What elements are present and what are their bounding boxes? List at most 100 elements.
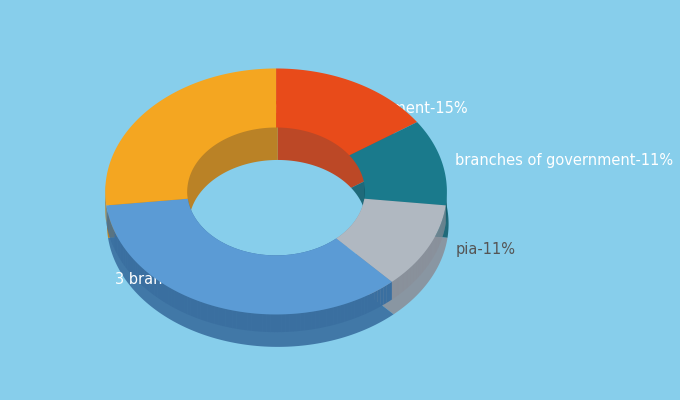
Polygon shape	[163, 284, 166, 303]
Polygon shape	[330, 241, 332, 260]
Polygon shape	[389, 282, 392, 302]
Polygon shape	[275, 256, 277, 273]
PathPatch shape	[107, 101, 277, 238]
Polygon shape	[337, 305, 341, 324]
Polygon shape	[242, 251, 244, 269]
Polygon shape	[150, 274, 152, 294]
Polygon shape	[207, 232, 209, 251]
Polygon shape	[294, 254, 296, 272]
Polygon shape	[198, 222, 199, 240]
Polygon shape	[311, 250, 313, 268]
Polygon shape	[299, 253, 301, 271]
Polygon shape	[201, 302, 204, 321]
Polygon shape	[364, 295, 368, 314]
Polygon shape	[225, 244, 226, 262]
Polygon shape	[224, 243, 225, 262]
Polygon shape	[271, 314, 274, 332]
Polygon shape	[259, 314, 262, 332]
Polygon shape	[323, 309, 326, 328]
Polygon shape	[115, 232, 116, 252]
Polygon shape	[316, 310, 319, 329]
Polygon shape	[274, 314, 278, 332]
Polygon shape	[330, 307, 334, 326]
Polygon shape	[122, 245, 124, 265]
Polygon shape	[147, 272, 150, 292]
Text: sss-26%: sss-26%	[149, 122, 209, 137]
Polygon shape	[110, 222, 112, 242]
Polygon shape	[195, 218, 196, 237]
Polygon shape	[262, 314, 267, 332]
Polygon shape	[398, 277, 399, 295]
Polygon shape	[252, 253, 254, 271]
Polygon shape	[207, 304, 211, 323]
Polygon shape	[213, 236, 214, 255]
Polygon shape	[289, 314, 293, 332]
Polygon shape	[312, 311, 316, 330]
Polygon shape	[218, 307, 222, 326]
Polygon shape	[194, 216, 195, 236]
Polygon shape	[237, 311, 240, 330]
Polygon shape	[396, 278, 397, 296]
Polygon shape	[305, 312, 308, 330]
Polygon shape	[347, 302, 352, 321]
Polygon shape	[408, 269, 409, 287]
Polygon shape	[199, 223, 200, 242]
Polygon shape	[114, 229, 115, 250]
Polygon shape	[215, 306, 218, 325]
Polygon shape	[218, 239, 219, 258]
PathPatch shape	[108, 231, 394, 347]
Polygon shape	[315, 248, 317, 266]
Polygon shape	[246, 252, 248, 270]
Polygon shape	[286, 314, 289, 332]
Polygon shape	[201, 225, 202, 244]
Polygon shape	[405, 271, 407, 289]
Polygon shape	[320, 246, 322, 264]
Polygon shape	[293, 314, 297, 332]
Polygon shape	[415, 262, 416, 280]
Polygon shape	[355, 299, 358, 318]
Polygon shape	[255, 314, 259, 332]
Polygon shape	[265, 255, 267, 273]
Polygon shape	[326, 244, 327, 262]
Polygon shape	[308, 251, 310, 269]
Polygon shape	[352, 301, 355, 320]
Polygon shape	[285, 255, 287, 273]
Polygon shape	[401, 274, 403, 293]
PathPatch shape	[338, 231, 447, 314]
Polygon shape	[308, 312, 312, 330]
Polygon shape	[273, 255, 275, 273]
Polygon shape	[392, 281, 393, 300]
Polygon shape	[194, 299, 197, 318]
Polygon shape	[131, 257, 133, 277]
Polygon shape	[145, 270, 147, 290]
Polygon shape	[120, 242, 122, 262]
Polygon shape	[229, 310, 233, 328]
Polygon shape	[324, 245, 326, 263]
Polygon shape	[211, 236, 213, 254]
Polygon shape	[322, 246, 324, 264]
Polygon shape	[411, 266, 413, 284]
Polygon shape	[204, 303, 207, 322]
Polygon shape	[181, 294, 184, 313]
Polygon shape	[226, 309, 229, 328]
Polygon shape	[140, 266, 142, 286]
Polygon shape	[416, 261, 417, 280]
Polygon shape	[319, 310, 323, 328]
Polygon shape	[341, 304, 344, 323]
Polygon shape	[127, 252, 129, 272]
Polygon shape	[235, 248, 237, 266]
Polygon shape	[410, 267, 411, 285]
Polygon shape	[303, 252, 304, 270]
Polygon shape	[244, 251, 246, 269]
Polygon shape	[319, 247, 320, 265]
Polygon shape	[119, 240, 120, 260]
Polygon shape	[160, 282, 163, 301]
Polygon shape	[226, 245, 228, 263]
Polygon shape	[209, 233, 210, 252]
Polygon shape	[133, 259, 135, 279]
Polygon shape	[204, 229, 205, 248]
Polygon shape	[413, 264, 414, 282]
Polygon shape	[335, 238, 337, 257]
Polygon shape	[261, 254, 263, 272]
PathPatch shape	[276, 68, 417, 155]
